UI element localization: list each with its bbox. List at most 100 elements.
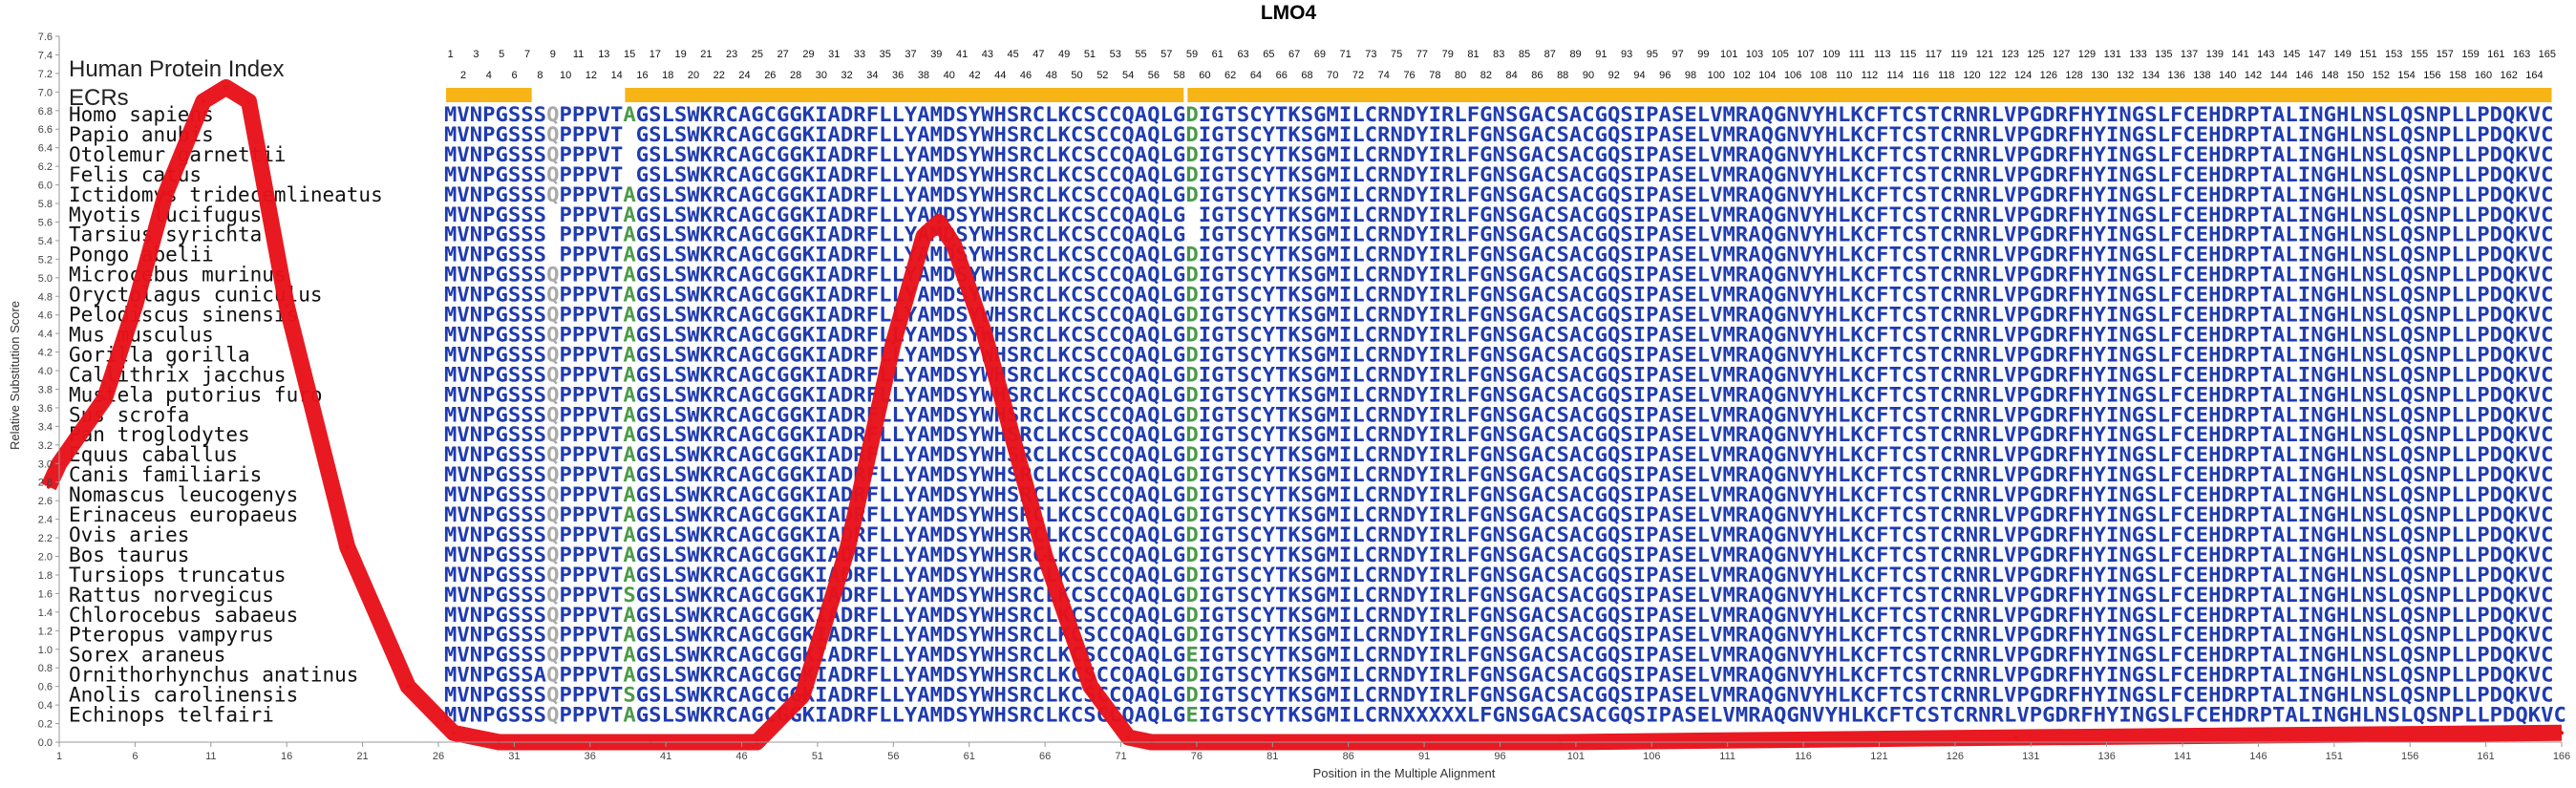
residue: G [751, 143, 763, 166]
residue: T [1889, 123, 1902, 146]
residue: P [1646, 143, 1658, 166]
residue: K [1057, 103, 1071, 126]
residue: V [457, 143, 470, 166]
residue: N [1493, 143, 1505, 166]
residue: N [2118, 143, 2131, 166]
residue: S [674, 103, 687, 126]
residue: C [1071, 143, 1083, 166]
position-number: 90 [1583, 70, 1594, 81]
position-number: 62 [1224, 70, 1236, 81]
position-number: 144 [2270, 70, 2288, 81]
residue: P [2016, 123, 2029, 146]
residue: D [841, 123, 853, 146]
position-number: 71 [1340, 49, 1352, 60]
position-number: 120 [1963, 70, 1980, 81]
position-number: 126 [2040, 70, 2057, 81]
sequence-row: MVNPGSSSQPPPVTAGSLSWKRCAGCGGKIADRFLLYAMD… [444, 123, 2554, 146]
residue: P [559, 123, 571, 146]
position-number: 147 [2309, 49, 2326, 60]
residue: F [1876, 143, 1888, 166]
residue: C [1096, 123, 1109, 146]
residue: R [2055, 123, 2069, 146]
position-number: 61 [1212, 49, 1224, 60]
position-number: 133 [2129, 49, 2146, 60]
residue: P [482, 143, 495, 166]
residue: S [1620, 103, 1632, 126]
residue: Q [1147, 123, 1160, 146]
position-number: 31 [828, 49, 840, 60]
residue: C [2182, 103, 2195, 126]
residue: K [1850, 143, 1863, 166]
residue: C [1582, 103, 1594, 126]
residue: Y [969, 123, 982, 146]
residue: S [1237, 103, 1249, 126]
residue: K [1057, 123, 1071, 146]
residue: V [1799, 123, 1813, 146]
species-name: Echinops telfairi [69, 704, 274, 727]
residue: G [789, 123, 801, 146]
residue: L [2464, 103, 2477, 126]
residue: A [1135, 123, 1148, 146]
residue: G [1173, 143, 1185, 166]
residue: S [521, 103, 533, 126]
residue: Y [969, 143, 982, 166]
residue: G [2132, 123, 2144, 146]
residue: A [1748, 143, 1761, 166]
residue: Y [1263, 103, 1276, 126]
residue: R [713, 143, 726, 166]
residue: C [1033, 103, 1045, 126]
species-name: Ovis aries [69, 523, 189, 546]
residue: Y [1812, 143, 1825, 166]
residue: E [1684, 123, 1696, 146]
residue: P [585, 123, 597, 146]
residue: N [1390, 143, 1402, 166]
residue: L [2451, 103, 2463, 126]
position-number: 156 [2423, 70, 2440, 81]
residue: G [1313, 103, 1326, 126]
residue: C [1543, 143, 1556, 166]
residue: F [2068, 143, 2080, 166]
residue: S [1083, 103, 1096, 126]
residue: S [534, 103, 546, 126]
residue: G [1313, 123, 1326, 146]
residue: F [2068, 103, 2080, 126]
residue: I [2106, 123, 2118, 146]
residue: F [1467, 103, 1480, 126]
ecr-segment [625, 88, 1184, 102]
residue: M [1723, 143, 1735, 166]
position-number: 30 [816, 70, 827, 81]
position-number: 128 [2065, 70, 2082, 81]
residue: R [1978, 103, 1991, 126]
residue: L [1352, 103, 1364, 126]
position-number: 82 [1480, 70, 1492, 81]
residue: C [1582, 123, 1594, 146]
residue: H [2208, 103, 2221, 126]
position-number: 114 [1886, 70, 1904, 81]
residue: T [610, 103, 623, 126]
residue: G [2030, 123, 2042, 146]
residue: R [1377, 103, 1391, 126]
residue: N [1390, 103, 1402, 126]
position-number: 52 [1096, 70, 1108, 81]
position-number: 73 [1365, 49, 1376, 60]
position-number: 34 [866, 70, 878, 81]
residue: S [1505, 123, 1518, 146]
residue: A [1135, 143, 1148, 166]
residue: S [2413, 103, 2425, 126]
residue: Q [2400, 123, 2413, 146]
position-number: 152 [2373, 70, 2390, 81]
residue: A [738, 103, 752, 126]
residue: H [2336, 123, 2349, 146]
position-number: 107 [1797, 49, 1814, 60]
residue: N [1786, 103, 1799, 126]
residue: L [1838, 143, 1850, 166]
residue: V [2004, 143, 2017, 166]
residue: Y [905, 123, 918, 146]
residue: L [1991, 103, 2004, 126]
residue: T [610, 143, 623, 166]
residue: A [623, 103, 636, 126]
residue: L [1454, 143, 1466, 166]
residue: V [457, 103, 470, 126]
position-number: 56 [1148, 70, 1160, 81]
residue: H [1825, 123, 1838, 146]
